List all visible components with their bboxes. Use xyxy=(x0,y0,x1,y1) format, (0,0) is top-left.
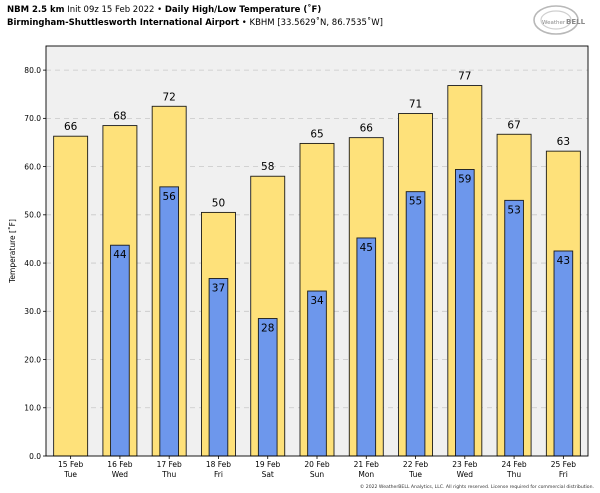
low-temp-bar xyxy=(307,290,327,457)
x-weekday-label: Mon xyxy=(358,470,374,479)
x-tick-label: 18 Feb xyxy=(206,460,231,469)
low-temp-bar xyxy=(405,191,426,457)
high-temp-label: 66 xyxy=(360,123,374,135)
x-weekday-label: Wed xyxy=(112,470,129,479)
low-temp-bar xyxy=(356,237,377,457)
x-weekday-label: Sat xyxy=(262,470,274,479)
high-temp-label: 50 xyxy=(212,197,225,209)
high-temp-label: 72 xyxy=(162,91,175,103)
x-tick-label: 15 Feb xyxy=(58,460,83,469)
x-tick-label: 22 Feb xyxy=(403,460,428,469)
y-tick-label: 20.0 xyxy=(24,355,41,364)
low-temp-label: 37 xyxy=(212,282,225,294)
high-temp-label: 77 xyxy=(458,71,471,83)
high-temp-label: 67 xyxy=(507,119,520,131)
logo-text-bell: BELL xyxy=(566,18,586,26)
weatherbell-logo: Weather BELL xyxy=(533,5,586,35)
bar-marks xyxy=(53,85,581,457)
x-tick-label: 16 Feb xyxy=(107,460,132,469)
init-time: Init 09z 15 Feb 2022 xyxy=(67,5,155,15)
low-temp-label: 28 xyxy=(261,323,274,335)
y-tick-label: 0.0 xyxy=(29,452,41,461)
header-line-1: NBM 2.5 km Init 09z 15 Feb 2022 • Daily … xyxy=(7,4,383,17)
y-tick-label: 50.0 xyxy=(24,211,41,220)
y-tick-label: 10.0 xyxy=(24,404,41,413)
x-tick-label: 21 Feb xyxy=(354,460,379,469)
low-temp-bar xyxy=(257,318,278,457)
high-temp-label: 66 xyxy=(64,121,78,133)
low-temp-label: 53 xyxy=(507,204,520,216)
separator: • xyxy=(157,5,163,15)
low-temp-label: 55 xyxy=(409,196,422,208)
low-temp-bar xyxy=(208,278,229,457)
low-temp-bar xyxy=(110,244,130,457)
model-name: NBM 2.5 km xyxy=(7,5,65,15)
y-tick-label: 60.0 xyxy=(24,162,41,171)
low-temp-bar xyxy=(159,186,179,457)
header-line-2: Birmingham-Shuttlesworth International A… xyxy=(7,17,383,30)
y-tick-label: 30.0 xyxy=(24,307,41,316)
low-temp-bar xyxy=(553,250,574,457)
station-name: Birmingham-Shuttlesworth International A… xyxy=(7,18,240,28)
low-temp-label: 43 xyxy=(557,255,570,267)
logo-text-weather: Weather xyxy=(542,20,566,26)
x-tick-label: 23 Feb xyxy=(452,460,477,469)
data-labels: 66 68 44 72 56 50 37 58 28 65 34 66 45 71 55 77 59 67 53 63… xyxy=(64,71,570,335)
high-temp-label: 68 xyxy=(113,111,126,123)
high-temp-label: 65 xyxy=(310,128,323,140)
chart-header: NBM 2.5 km Init 09z 15 Feb 2022 • Daily … xyxy=(7,4,383,30)
y-axis-label: Temperature [˚F] xyxy=(8,219,17,284)
plot-frame xyxy=(45,45,589,457)
low-temp-label: 44 xyxy=(113,249,127,261)
low-temp-bar xyxy=(504,199,524,457)
x-tick-label: 17 Feb xyxy=(157,460,182,469)
x-weekday-label: Tue xyxy=(63,470,77,479)
high-temp-label: 58 xyxy=(261,161,274,173)
low-temp-bar xyxy=(455,169,475,457)
station-id: KBHM [33.5629˚N, 86.7535˚W] xyxy=(249,18,383,28)
x-weekday-label: Wed xyxy=(457,470,474,479)
x-tick-label: 20 Feb xyxy=(304,460,329,469)
high-temp-label: 71 xyxy=(409,99,422,111)
copyright-footer: © 2022 WeatherBELL Analytics, LLC. All r… xyxy=(359,485,594,490)
x-tick-label: 25 Feb xyxy=(551,460,576,469)
separator: • xyxy=(241,18,247,28)
low-temp-label: 34 xyxy=(310,295,324,307)
x-weekday-label: Fri xyxy=(214,470,223,479)
y-tick-label: 40.0 xyxy=(24,259,41,268)
high-temp-label: 63 xyxy=(557,136,570,148)
axes: 0.0 10.0 20.0 30.0 40.0 50.0 60.0 70.0 80.0 15 Fe… xyxy=(8,45,589,479)
high-temp-bar xyxy=(53,135,89,457)
product-title: Daily High/Low Temperature (˚F) xyxy=(164,5,322,15)
x-tick-label: 19 Feb xyxy=(255,460,280,469)
x-weekday-label: Thu xyxy=(161,470,176,479)
x-weekday-label: Sun xyxy=(310,470,325,479)
y-tick-label: 80.0 xyxy=(24,66,41,75)
x-tick-label: 24 Feb xyxy=(501,460,526,469)
x-weekday-label: Thu xyxy=(506,470,521,479)
x-weekday-label: Fri xyxy=(559,470,568,479)
low-temp-label: 45 xyxy=(360,242,373,254)
low-temp-label: 59 xyxy=(458,173,471,185)
x-weekday-label: Tue xyxy=(408,470,422,479)
low-temp-label: 56 xyxy=(162,191,176,203)
y-tick-label: 70.0 xyxy=(24,114,41,123)
